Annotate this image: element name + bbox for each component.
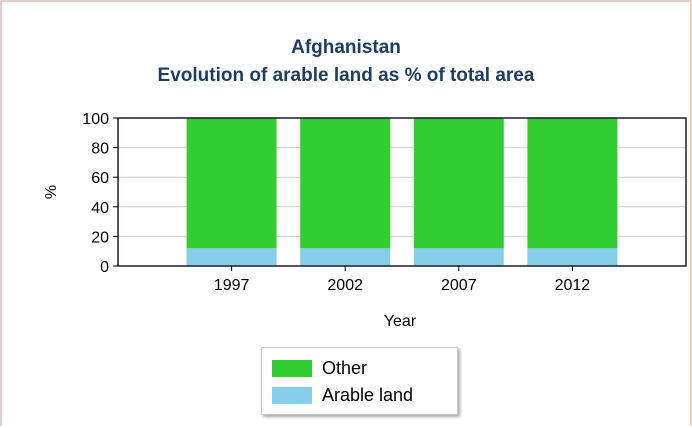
plot-border [117,117,687,267]
y-tick-label: 60 [91,170,109,187]
y-tick-label: 100 [82,111,109,128]
legend-item-arable-land: Arable land [272,384,413,406]
x-tick-label: 1997 [214,277,250,294]
chart-subtitle: Evolution of arable land as % of total a… [157,65,535,86]
bar-arable-land-1997 [186,248,277,266]
legend-label-arable-land: Arable land [322,384,414,405]
y-tick-label: 80 [91,141,109,158]
legend-label-other: Other [322,357,368,378]
bar-arable-land-2007 [413,248,504,266]
chart-legend: Other Arable land [261,347,458,415]
bar-other-1997 [186,118,277,249]
bar-other-2007 [413,118,504,249]
y-axis-title: % [43,185,60,199]
x-tick-label: 2012 [555,277,591,294]
bar-other-2002 [300,118,391,249]
bar-arable-land-2012 [527,248,618,266]
y-tick-label: 20 [91,229,109,246]
bar-arable-land-2002 [300,248,391,266]
legend-item-other: Other [272,357,367,379]
x-tick-label: 2007 [441,277,477,294]
legend-swatch-other [272,359,312,377]
x-tick-label: 2002 [327,277,363,294]
y-tick-label: 0 [100,259,109,276]
bar-other-2012 [527,118,618,249]
chart-title: Afghanistan [291,37,401,58]
x-axis-title: Year [384,313,417,330]
legend-swatch-arable-land [272,386,312,404]
y-tick-label: 40 [91,200,109,217]
